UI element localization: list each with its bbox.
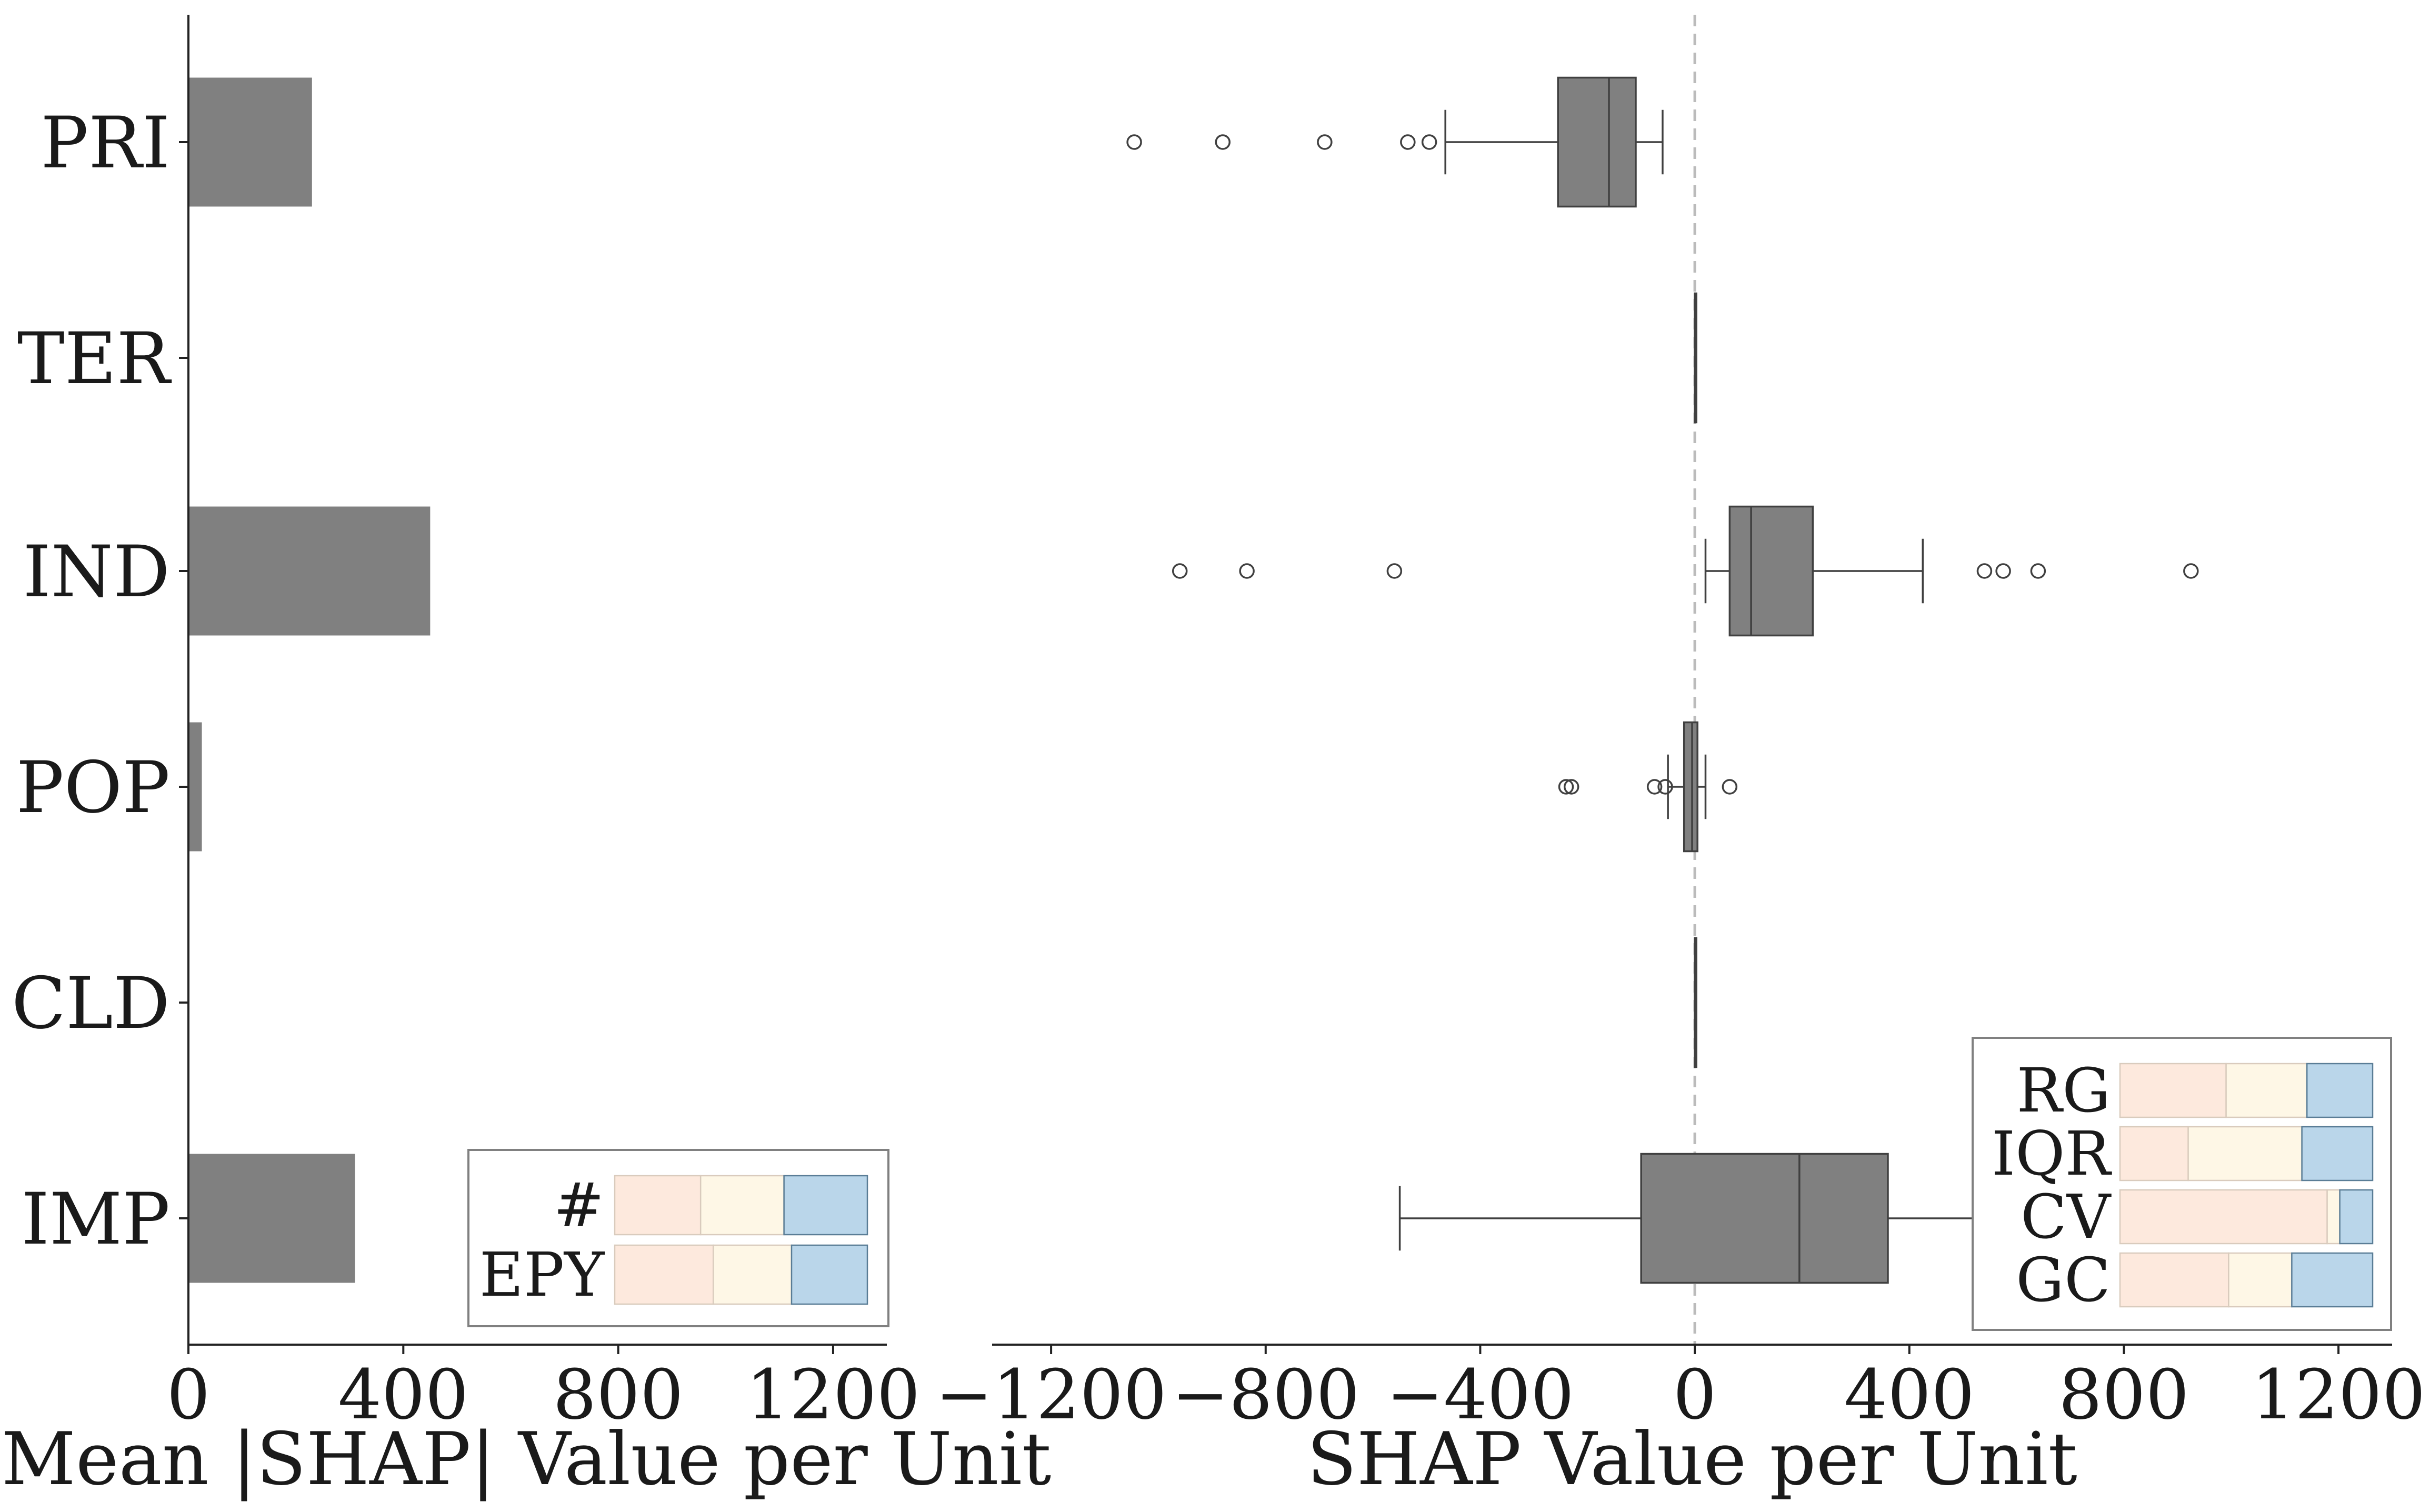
box-x-tick-label: 400 bbox=[1844, 1355, 1975, 1435]
iqr-box bbox=[1728, 505, 1814, 637]
iqr-box bbox=[1640, 1153, 1889, 1284]
outlier-point bbox=[1657, 779, 1673, 795]
outlier-point bbox=[1421, 134, 1437, 150]
outlier-point bbox=[1995, 563, 2011, 579]
legend-segment bbox=[2291, 1252, 2374, 1308]
box-ind bbox=[1172, 505, 2199, 637]
box-x-tick-label: 1200 bbox=[2252, 1355, 2426, 1435]
outlier-point bbox=[1400, 134, 1416, 150]
bar-ind bbox=[188, 506, 431, 636]
legend-row-epy: EPY bbox=[479, 1240, 868, 1310]
bar-x-axis: 0 400 800 1200 bbox=[167, 15, 921, 1435]
iqr-box bbox=[1557, 76, 1637, 208]
bar-pri bbox=[188, 77, 312, 207]
outlier-point bbox=[1239, 563, 1255, 579]
bar-legend: #EPY bbox=[467, 1149, 889, 1327]
legend-row-cv: CV bbox=[2021, 1182, 2374, 1253]
outlier-point bbox=[1646, 779, 1663, 795]
legend-row-label: EPY bbox=[479, 1240, 605, 1310]
legend-row-iqr: IQR bbox=[1992, 1119, 2374, 1189]
legend-row-label: CV bbox=[2021, 1182, 2112, 1253]
outlier-point bbox=[1317, 134, 1333, 150]
legend-segment bbox=[791, 1244, 868, 1305]
bar-category-labels: PRI TER IND POP CLD IMP bbox=[12, 102, 188, 1260]
box-x-tick-label: 0 bbox=[1673, 1355, 1717, 1435]
outlier-point bbox=[1563, 779, 1579, 795]
box-x-tick-label: 800 bbox=[2058, 1355, 2189, 1435]
legend-row-gc: GC bbox=[2016, 1245, 2374, 1316]
category-label-pri: PRI bbox=[41, 102, 170, 184]
bar-chart-panel: PRI TER IND POP CLD IMP 0 400 800 1200 Mean |SHA… bbox=[2, 15, 1052, 1501]
legend-row-label: RG bbox=[2017, 1056, 2111, 1126]
legend-segment bbox=[614, 1244, 714, 1305]
bar-pop bbox=[188, 722, 202, 852]
legend-segment bbox=[699, 1175, 785, 1236]
legend-segment bbox=[712, 1244, 793, 1305]
outlier-point bbox=[1976, 563, 1993, 579]
bar-x-tick-label: 0 bbox=[167, 1355, 211, 1435]
outlier-point bbox=[2030, 563, 2046, 579]
box-pri bbox=[1126, 76, 1664, 208]
bar-marks bbox=[188, 77, 431, 1283]
legend-segment bbox=[783, 1175, 868, 1236]
legend-row-count: # bbox=[554, 1170, 868, 1241]
legend-segment bbox=[2225, 1063, 2308, 1118]
legend-row-label: IQR bbox=[1992, 1119, 2113, 1189]
category-label-cld: CLD bbox=[12, 962, 170, 1045]
iqr-box bbox=[1683, 721, 1698, 853]
outlier-point bbox=[1558, 779, 1574, 795]
boxplot-panel: −1200 −800 −400 0 400 800 1200 SHAP Value per … bbox=[935, 15, 2426, 1501]
legend-segment bbox=[2119, 1126, 2189, 1181]
outlier-point bbox=[1722, 779, 1738, 795]
outlier-point bbox=[1386, 563, 1403, 579]
legend-segment bbox=[2339, 1189, 2374, 1245]
box-x-tick-label: −800 bbox=[1172, 1355, 1359, 1435]
bar-x-axis-title: Mean |SHAP| Value per Unit bbox=[2, 1417, 1052, 1501]
legend-row-rg: RG bbox=[2017, 1056, 2374, 1126]
bar-imp bbox=[188, 1154, 355, 1283]
box-marks bbox=[1126, 76, 2199, 1284]
category-label-imp: IMP bbox=[22, 1178, 170, 1260]
box-x-axis: −1200 −800 −400 0 400 800 1200 bbox=[935, 1344, 2426, 1435]
box-imp bbox=[1398, 1153, 2045, 1284]
legend-segment bbox=[2326, 1189, 2341, 1245]
box-ter bbox=[1694, 292, 1697, 424]
outlier-point bbox=[1126, 134, 1142, 150]
outlier-point bbox=[1215, 134, 1231, 150]
outlier-point bbox=[1172, 563, 1188, 579]
box-x-tick-label: −400 bbox=[1386, 1355, 1574, 1435]
bar-x-tick-label: 400 bbox=[338, 1355, 468, 1435]
box-x-tick-label: −1200 bbox=[935, 1355, 1167, 1435]
legend-segment bbox=[2119, 1063, 2227, 1118]
bar-x-tick-label: 800 bbox=[553, 1355, 684, 1435]
legend-segment bbox=[2306, 1063, 2374, 1118]
category-label-pop: POP bbox=[16, 746, 170, 829]
box-pop bbox=[1558, 721, 1738, 853]
box-x-axis-title: SHAP Value per Unit bbox=[1307, 1417, 2077, 1501]
outlier-point bbox=[2183, 563, 2199, 579]
legend-segment bbox=[2301, 1126, 2374, 1181]
box-cld bbox=[1694, 937, 1697, 1068]
legend-segment bbox=[614, 1175, 702, 1236]
legend-segment bbox=[2119, 1189, 2328, 1245]
category-label-ind: IND bbox=[23, 530, 170, 613]
legend-segment bbox=[2187, 1126, 2303, 1181]
legend-row-label: GC bbox=[2016, 1245, 2111, 1316]
legend-segment bbox=[2228, 1252, 2293, 1308]
category-label-ter: TER bbox=[17, 317, 172, 400]
bar-x-tick-label: 1200 bbox=[746, 1355, 921, 1435]
legend-segment bbox=[2119, 1252, 2229, 1308]
legend-row-label: # bbox=[554, 1170, 604, 1241]
